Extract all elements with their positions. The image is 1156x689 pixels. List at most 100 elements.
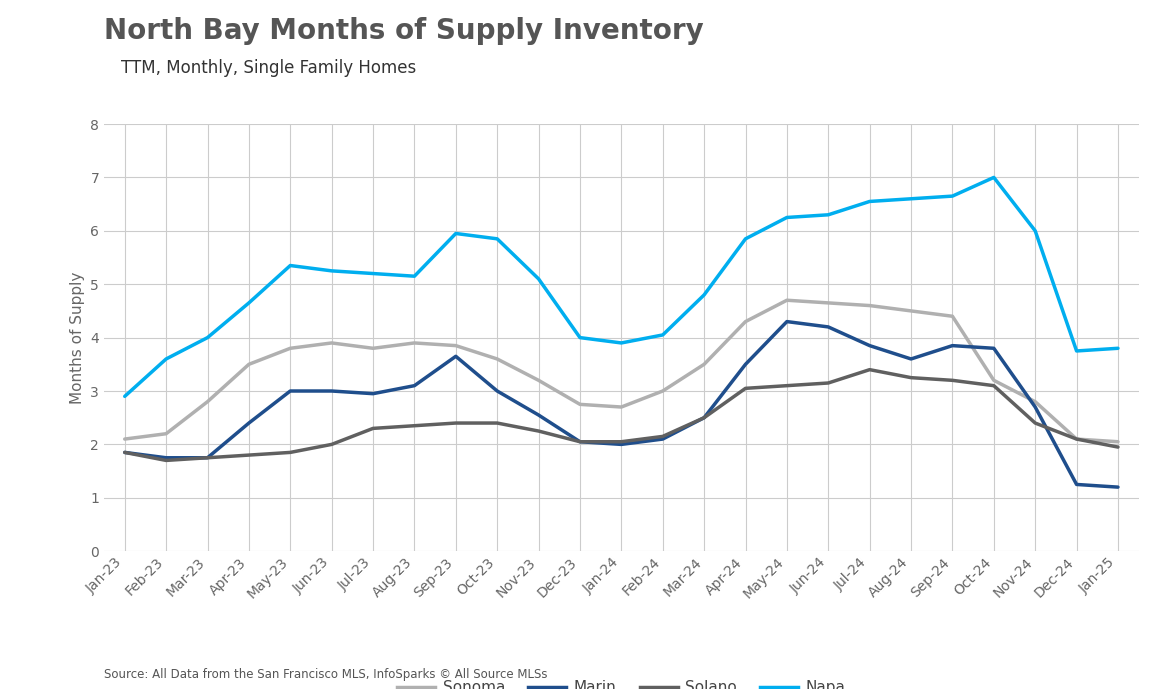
Marin <box>697 413 711 422</box>
Napa <box>242 299 255 307</box>
Marin <box>739 360 753 369</box>
Sonoma <box>739 318 753 326</box>
Napa <box>904 194 918 203</box>
Solano <box>822 379 836 387</box>
Napa <box>822 211 836 219</box>
Marin <box>862 342 876 350</box>
Line: Sonoma: Sonoma <box>125 300 1118 442</box>
Solano <box>573 438 587 446</box>
Napa <box>573 333 587 342</box>
Marin <box>946 342 959 350</box>
Marin <box>242 419 255 427</box>
Solano <box>946 376 959 384</box>
Sonoma <box>573 400 587 409</box>
Text: North Bay Months of Supply Inventory: North Bay Months of Supply Inventory <box>104 17 704 45</box>
Sonoma <box>283 344 297 352</box>
Solano <box>615 438 629 446</box>
Solano <box>1111 443 1125 451</box>
Marin <box>118 449 132 457</box>
Sonoma <box>408 339 422 347</box>
Solano <box>1029 419 1043 427</box>
Marin <box>1111 483 1125 491</box>
Marin <box>366 389 380 398</box>
Marin <box>573 438 587 446</box>
Line: Napa: Napa <box>125 177 1118 396</box>
Solano <box>242 451 255 459</box>
Sonoma <box>862 302 876 310</box>
Napa <box>283 261 297 269</box>
Sonoma <box>697 360 711 369</box>
Napa <box>118 392 132 400</box>
Sonoma <box>201 398 215 406</box>
Sonoma <box>325 339 339 347</box>
Solano <box>655 432 669 440</box>
Napa <box>449 229 462 238</box>
Sonoma <box>655 387 669 395</box>
Marin <box>822 322 836 331</box>
Solano <box>449 419 462 427</box>
Napa <box>490 235 504 243</box>
Marin <box>283 387 297 395</box>
Text: TTM, Monthly, Single Family Homes: TTM, Monthly, Single Family Homes <box>121 59 416 76</box>
Solano <box>490 419 504 427</box>
Napa <box>325 267 339 275</box>
Napa <box>160 355 173 363</box>
Solano <box>697 413 711 422</box>
Marin <box>532 411 546 419</box>
Napa <box>532 275 546 283</box>
Marin <box>655 435 669 443</box>
Marin <box>325 387 339 395</box>
Napa <box>615 339 629 347</box>
Sonoma <box>1111 438 1125 446</box>
Marin <box>449 352 462 360</box>
Napa <box>1029 227 1043 235</box>
Sonoma <box>160 430 173 438</box>
Marin <box>1029 403 1043 411</box>
Napa <box>366 269 380 278</box>
Sonoma <box>1069 435 1083 443</box>
Marin <box>904 355 918 363</box>
Solano <box>862 365 876 373</box>
Line: Marin: Marin <box>125 322 1118 487</box>
Y-axis label: Months of Supply: Months of Supply <box>69 271 84 404</box>
Solano <box>987 382 1001 390</box>
Marin <box>615 440 629 449</box>
Marin <box>490 387 504 395</box>
Solano <box>201 453 215 462</box>
Marin <box>987 344 1001 352</box>
Marin <box>201 453 215 462</box>
Sonoma <box>242 360 255 369</box>
Sonoma <box>822 299 836 307</box>
Napa <box>946 192 959 200</box>
Napa <box>655 331 669 339</box>
Solano <box>160 456 173 464</box>
Sonoma <box>449 342 462 350</box>
Napa <box>697 291 711 299</box>
Marin <box>160 453 173 462</box>
Napa <box>201 333 215 342</box>
Sonoma <box>490 355 504 363</box>
Napa <box>739 235 753 243</box>
Solano <box>118 449 132 457</box>
Sonoma <box>904 307 918 315</box>
Napa <box>862 197 876 205</box>
Sonoma <box>532 376 546 384</box>
Solano <box>780 382 794 390</box>
Solano <box>532 427 546 435</box>
Legend: Sonoma, Marin, Solano, Napa: Sonoma, Marin, Solano, Napa <box>391 674 852 689</box>
Napa <box>780 214 794 222</box>
Solano <box>904 373 918 382</box>
Marin <box>408 382 422 390</box>
Solano <box>325 440 339 449</box>
Solano <box>1069 435 1083 443</box>
Solano <box>366 424 380 433</box>
Sonoma <box>366 344 380 352</box>
Solano <box>408 422 422 430</box>
Marin <box>1069 480 1083 489</box>
Sonoma <box>118 435 132 443</box>
Solano <box>283 449 297 457</box>
Solano <box>739 384 753 393</box>
Sonoma <box>987 376 1001 384</box>
Sonoma <box>615 403 629 411</box>
Sonoma <box>1029 398 1043 406</box>
